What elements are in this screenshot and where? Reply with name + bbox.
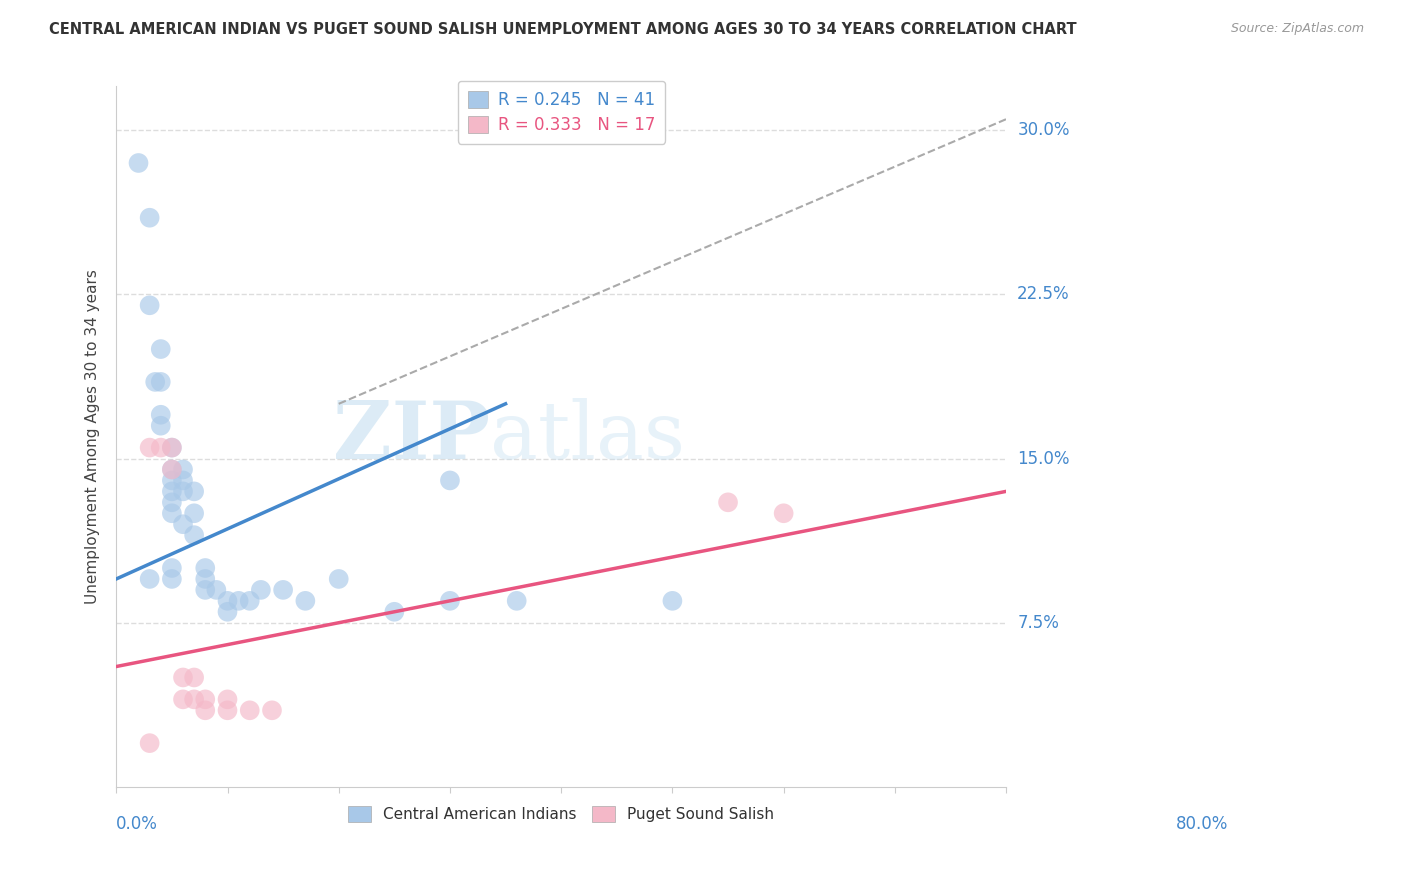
Point — [205, 582, 228, 597]
Text: CENTRAL AMERICAN INDIAN VS PUGET SOUND SALISH UNEMPLOYMENT AMONG AGES 30 TO 34 Y: CENTRAL AMERICAN INDIAN VS PUGET SOUND S… — [49, 22, 1077, 37]
Point — [294, 594, 316, 608]
Point — [149, 375, 172, 389]
Point — [172, 474, 194, 488]
Point — [183, 670, 205, 684]
Text: 30.0%: 30.0% — [1017, 121, 1070, 139]
Point — [194, 703, 217, 717]
Point — [194, 561, 217, 575]
Point — [172, 670, 194, 684]
Point — [160, 495, 183, 509]
Text: 7.5%: 7.5% — [1017, 614, 1059, 632]
Point — [217, 692, 239, 706]
Text: atlas: atlas — [491, 398, 685, 475]
Point — [160, 462, 183, 476]
Point — [661, 594, 683, 608]
Point — [160, 484, 183, 499]
Point — [328, 572, 350, 586]
Point — [128, 156, 150, 170]
Point — [250, 582, 273, 597]
Point — [172, 484, 194, 499]
Point — [439, 474, 461, 488]
Y-axis label: Unemployment Among Ages 30 to 34 years: Unemployment Among Ages 30 to 34 years — [86, 269, 100, 604]
Point — [160, 561, 183, 575]
Point — [138, 441, 160, 455]
Point — [194, 582, 217, 597]
Text: 22.5%: 22.5% — [1017, 285, 1070, 303]
Point — [239, 594, 262, 608]
Point — [149, 408, 172, 422]
Point — [505, 594, 527, 608]
Point — [138, 736, 160, 750]
Point — [183, 528, 205, 542]
Point — [160, 441, 183, 455]
Text: 15.0%: 15.0% — [1017, 450, 1070, 467]
Point — [439, 594, 461, 608]
Point — [138, 298, 160, 312]
Point — [172, 462, 194, 476]
Text: ZIP: ZIP — [333, 398, 491, 475]
Point — [772, 506, 794, 520]
Point — [382, 605, 405, 619]
Point — [138, 572, 160, 586]
Point — [183, 484, 205, 499]
Point — [183, 692, 205, 706]
Point — [217, 594, 239, 608]
Point — [172, 517, 194, 532]
Point — [217, 703, 239, 717]
Point — [160, 506, 183, 520]
Point — [717, 495, 740, 509]
Legend: Central American Indians, Puget Sound Salish: Central American Indians, Puget Sound Sa… — [342, 800, 780, 829]
Point — [271, 582, 294, 597]
Point — [160, 474, 183, 488]
Point — [138, 211, 160, 225]
Point — [228, 594, 250, 608]
Point — [260, 703, 283, 717]
Point — [149, 342, 172, 356]
Point — [217, 605, 239, 619]
Point — [183, 506, 205, 520]
Point — [172, 692, 194, 706]
Text: 0.0%: 0.0% — [117, 815, 157, 833]
Point — [239, 703, 262, 717]
Point — [194, 572, 217, 586]
Point — [149, 418, 172, 433]
Point — [160, 441, 183, 455]
Point — [160, 572, 183, 586]
Point — [143, 375, 166, 389]
Point — [149, 441, 172, 455]
Text: 80.0%: 80.0% — [1177, 815, 1229, 833]
Point — [194, 692, 217, 706]
Point — [160, 462, 183, 476]
Text: Source: ZipAtlas.com: Source: ZipAtlas.com — [1230, 22, 1364, 36]
